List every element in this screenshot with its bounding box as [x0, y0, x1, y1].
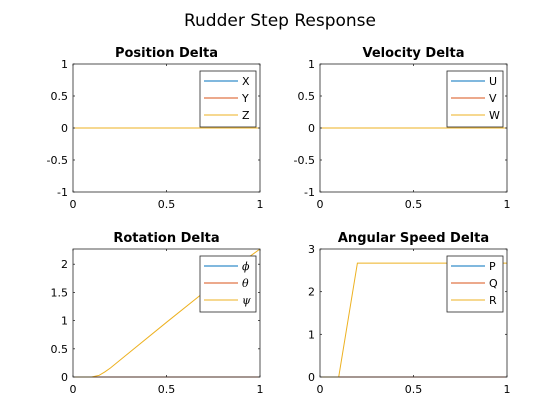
y-tick-label: 0.5: [298, 90, 316, 103]
y-tick-label: 0.5: [51, 343, 69, 356]
x-tick-label: 0.5: [405, 383, 423, 396]
x-tick-label: 0.5: [158, 383, 176, 396]
x-tick-label: 0: [317, 198, 324, 211]
legend: UVW: [446, 70, 504, 128]
subplot-2: 0 0.5 1 -1 -0.5 0 0.5 1 Velocity Delta UVW: [294, 46, 511, 211]
legend-box: [446, 255, 504, 313]
y-tick-label: 0: [308, 371, 315, 384]
x-tick-label: 0: [70, 383, 77, 396]
legend-label-1: ϕ: [242, 260, 250, 273]
legend-label-3: ψ: [242, 294, 251, 307]
subplots: 0 0.5 1 -1 -0.5 0 0.5 1 Position Delta XYZ 0 0.5 1 -1…: [47, 46, 511, 396]
subplot-1: 0 0.5 1 -1 -0.5 0 0.5 1 Position Delta XYZ: [47, 46, 264, 211]
x-tick-label: 0: [317, 383, 324, 396]
y-tick-label: 0: [308, 122, 315, 135]
legend-label-2: θ: [242, 277, 249, 290]
legend-box: [446, 70, 504, 128]
x-tick-label: 1: [504, 383, 511, 396]
x-tick-label: 0.5: [405, 198, 423, 211]
x-tick-label: 1: [257, 383, 264, 396]
y-tick-label: 0.5: [51, 90, 69, 103]
legend: ϕθψ: [199, 255, 257, 313]
legend-label-1: X: [242, 75, 250, 88]
y-tick-label: 0: [61, 371, 68, 384]
y-tick-label: 2: [308, 286, 315, 299]
axes-title: Velocity Delta: [363, 46, 465, 61]
y-tick-label: 1: [61, 315, 68, 328]
x-tick-label: 1: [257, 198, 264, 211]
legend-label-2: Q: [489, 277, 498, 290]
y-tick-label: 1: [61, 58, 68, 71]
legend-label-2: Y: [241, 92, 249, 105]
y-tick-label: 0: [61, 122, 68, 135]
legend-label-2: V: [489, 92, 497, 105]
x-tick-label: 0: [70, 198, 77, 211]
legend-box: [199, 255, 257, 313]
legend-label-3: R: [489, 294, 497, 307]
legend: PQR: [446, 255, 504, 313]
y-tick-label: -0.5: [294, 154, 315, 167]
legend-label-3: Z: [242, 109, 250, 122]
x-tick-label: 0.5: [158, 198, 176, 211]
y-tick-label: -1: [57, 186, 68, 199]
legend: XYZ: [199, 70, 257, 128]
legend-label-1: U: [489, 75, 497, 88]
axes-title: Rotation Delta: [113, 231, 219, 246]
y-tick-label: 1.5: [51, 286, 69, 299]
subplot-4: 0 0.5 1 0 1 2 3 Angular Speed Delta PQR: [308, 231, 511, 396]
legend-label-3: W: [489, 109, 500, 122]
axes-title: Position Delta: [115, 46, 218, 61]
y-tick-label: 2: [61, 258, 68, 271]
figure-title: Rudder Step Response: [184, 11, 376, 31]
x-tick-label: 1: [504, 198, 511, 211]
subplot-3: 0 0.5 1 0 0.5 1 1.5 2 Rotation Delta ϕθψ: [51, 231, 264, 396]
legend-label-1: P: [489, 260, 496, 273]
y-tick-label: -1: [304, 186, 315, 199]
y-tick-label: 1: [308, 58, 315, 71]
y-tick-label: 3: [308, 243, 315, 256]
y-tick-label: -0.5: [47, 154, 68, 167]
legend-box: [199, 70, 257, 128]
axes-title: Angular Speed Delta: [338, 231, 489, 246]
y-tick-label: 1: [308, 328, 315, 341]
